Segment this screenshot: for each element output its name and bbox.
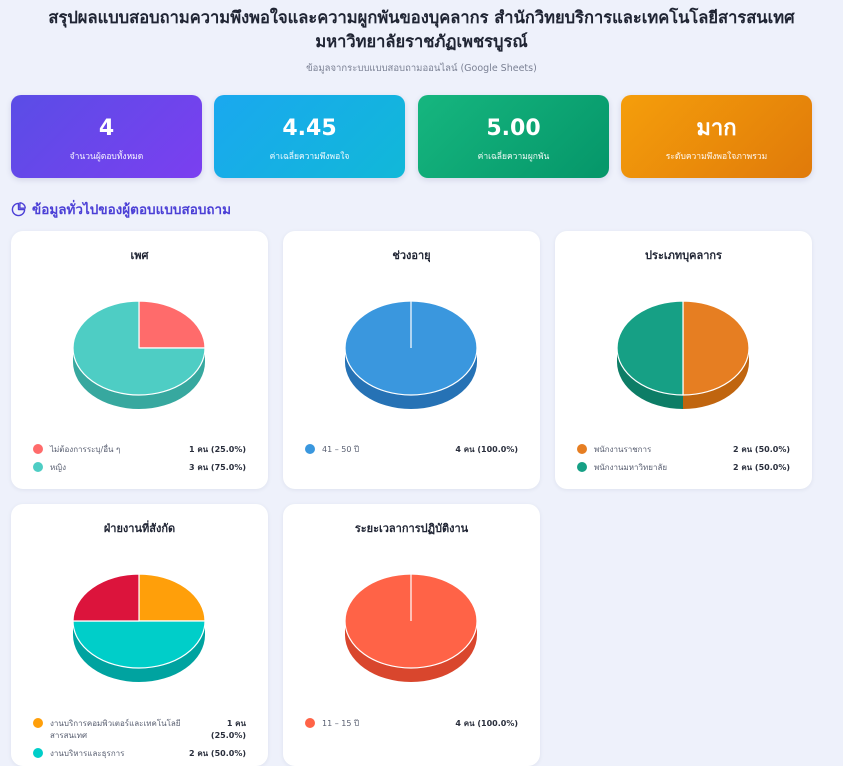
- legend-label: หญิง: [50, 463, 66, 472]
- legend-label: พนักงานราชการ: [594, 445, 652, 454]
- stat-value: 4.45: [282, 116, 337, 141]
- pie-chart-work-duration: [344, 573, 478, 682]
- stat-value: 4: [98, 116, 115, 141]
- pie-slice-side: [345, 348, 477, 409]
- pie-slice-side: [345, 621, 477, 682]
- legend-swatch: [33, 748, 43, 758]
- legend-swatch: [305, 718, 315, 728]
- stat-card-satisfaction-level: มาก ระดับความพึงพอใจภาพรวม: [621, 95, 812, 178]
- chart-title: เพศ: [130, 249, 149, 262]
- legend-label: ไม่ต้องการระบุ/อื่น ๆ: [50, 445, 121, 454]
- legend-item: 41 – 50 ปี 4 คน (100.0%): [305, 444, 518, 456]
- chart-card-work-duration: ระยะเวลาการปฏิบัติงาน 11 – 15 ปี 4 คน (1…: [283, 504, 540, 766]
- chart-card-age: ช่วงอายุ 41 – 50 ปี 4 คน (100.0%): [283, 231, 540, 489]
- stat-value: 5.00: [486, 116, 541, 141]
- chart-legend: พนักงานราชการ 2 คน (50.0%) พนักงานมหาวิท…: [577, 444, 790, 480]
- legend-value: 4 คน (100.0%): [455, 719, 518, 728]
- legend-label: 41 – 50 ปี: [322, 445, 360, 454]
- section-title-text: ข้อมูลทั่วไปของผู้ตอบแบบสอบถาม: [32, 202, 232, 218]
- pie-chart-age: [344, 300, 478, 409]
- pie-slice-side: [73, 348, 205, 409]
- pie-slice[interactable]: [72, 620, 206, 669]
- legend-swatch: [33, 462, 43, 472]
- legend-value: 2 คน (50.0%): [732, 463, 790, 472]
- pie-slice[interactable]: [72, 573, 140, 622]
- legend-value: 1 คน (25.0%): [188, 445, 246, 454]
- chart-title: ระยะเวลาการปฏิบัติงาน: [354, 522, 469, 535]
- stat-label: ค่าเฉลี่ยความพึงพอใจ: [269, 152, 350, 162]
- legend-swatch: [577, 462, 587, 472]
- legend-swatch: [577, 444, 587, 454]
- legend-label: 11 – 15 ปี: [322, 719, 360, 728]
- legend-item: งานบริการคอมพิวเตอร์และเทคโนโลยีสารสนเทศ…: [33, 718, 246, 742]
- legend-value: 3 คน (75.0%): [188, 463, 246, 472]
- chart-title: ประเภทบุคลากร: [645, 249, 722, 262]
- legend-label: งานบริหารและธุรการ: [50, 749, 125, 758]
- pie-slice[interactable]: [616, 300, 684, 396]
- chart-legend: ไม่ต้องการระบุ/อื่น ๆ 1 คน (25.0%) หญิง …: [33, 444, 246, 480]
- legend-swatch: [33, 718, 43, 728]
- stat-card-satisfaction-avg: 4.45 ค่าเฉลี่ยความพึงพอใจ: [214, 95, 405, 178]
- section-title: ข้อมูลทั่วไปของผู้ตอบแบบสอบถาม: [11, 198, 231, 220]
- legend-value: 2 คน (50.0%): [188, 749, 246, 758]
- chart-card-department: ฝ่ายงานที่สังกัด งานบริการคอมพิวเตอร์และ…: [11, 504, 268, 766]
- stats-row: 4 จำนวนผู้ตอบทั้งหมด 4.45 ค่าเฉลี่ยความพ…: [11, 95, 812, 178]
- page-header: สรุปผลแบบสอบถามความพึงพอใจและความผูกพันข…: [0, 0, 843, 76]
- pie-slice[interactable]: [138, 300, 206, 349]
- legend-swatch: [305, 444, 315, 454]
- pie-chart-icon: [11, 201, 26, 216]
- pie-slice-side: [73, 621, 205, 682]
- stat-card-total-respondents: 4 จำนวนผู้ตอบทั้งหมด: [11, 95, 202, 178]
- stat-label: ค่าเฉลี่ยความผูกพัน: [477, 152, 550, 162]
- chart-title: ช่วงอายุ: [392, 249, 431, 262]
- legend-item: งานบริหารและธุรการ 2 คน (50.0%): [33, 748, 246, 760]
- page-subtitle: ข้อมูลจากระบบแบบสอบถามออนไลน์ (Google Sh…: [306, 63, 537, 74]
- pie-chart-department: [72, 573, 206, 682]
- legend-value: 2 คน (50.0%): [732, 445, 790, 454]
- chart-card-personnel-type: ประเภทบุคลากร พนักงานราชการ 2 คน (50.0%)…: [555, 231, 812, 489]
- chart-legend: งานบริการคอมพิวเตอร์และเทคโนโลยีสารสนเทศ…: [33, 718, 246, 766]
- stat-card-engagement-avg: 5.00 ค่าเฉลี่ยความผูกพัน: [418, 95, 609, 178]
- pie-chart-personnel-type: [616, 300, 750, 409]
- stat-value: มาก: [696, 116, 737, 141]
- legend-item: 11 – 15 ปี 4 คน (100.0%): [305, 718, 518, 730]
- pie-slice[interactable]: [72, 300, 206, 396]
- legend-value: 4 คน (100.0%): [455, 445, 518, 454]
- legend-item: พนักงานราชการ 2 คน (50.0%): [577, 444, 790, 456]
- legend-label: พนักงานมหาวิทยาลัย: [594, 463, 668, 472]
- pie-slice[interactable]: [682, 300, 750, 396]
- chart-title: ฝ่ายงานที่สังกัด: [103, 522, 176, 535]
- chart-card-gender: เพศ ไม่ต้องการระบุ/อื่น ๆ 1 คน (25.0%) ห…: [11, 231, 268, 489]
- legend-value: 1 คน (25.0%): [210, 719, 246, 740]
- pie-slice[interactable]: [138, 573, 206, 622]
- chart-legend: 41 – 50 ปี 4 คน (100.0%): [305, 444, 518, 462]
- stat-label: จำนวนผู้ตอบทั้งหมด: [69, 152, 144, 162]
- legend-item: พนักงานมหาวิทยาลัย 2 คน (50.0%): [577, 462, 790, 474]
- stat-label: ระดับความพึงพอใจภาพรวม: [665, 152, 768, 162]
- legend-item: หญิง 3 คน (75.0%): [33, 462, 246, 474]
- legend-label: งานบริการคอมพิวเตอร์และเทคโนโลยีสารสนเทศ: [50, 719, 181, 740]
- legend-swatch: [33, 444, 43, 454]
- chart-legend: 11 – 15 ปี 4 คน (100.0%): [305, 718, 518, 736]
- pie-chart-gender: [72, 300, 206, 409]
- legend-item: ไม่ต้องการระบุ/อื่น ๆ 1 คน (25.0%): [33, 444, 246, 456]
- page-title: สรุปผลแบบสอบถามความพึงพอใจและความผูกพันข…: [48, 8, 795, 51]
